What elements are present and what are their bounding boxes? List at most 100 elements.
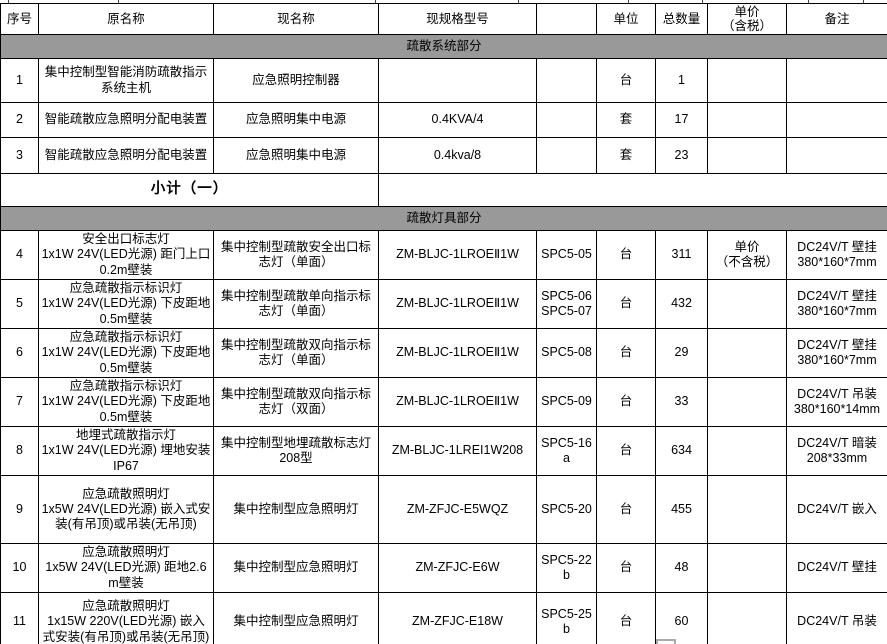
cell-spec-code	[536, 102, 597, 138]
top-edge-ticks	[0, 0, 887, 3]
cell-qty: 33	[655, 377, 708, 427]
cell-unit: 台	[596, 543, 656, 593]
cell-spec-model: ZM-ZFJC-E5WQZ	[378, 475, 537, 544]
header-total-qty: 总数量	[655, 3, 708, 35]
cell-cur-name: 集中控制型应急照明灯	[213, 592, 379, 644]
cell-cur-name: 应急照明集中电源	[213, 137, 379, 174]
subtotal-row: 小计（一）	[0, 173, 887, 207]
cell-seq: 5	[0, 279, 39, 329]
cell-seq: 8	[0, 426, 39, 476]
cell-remark: DC24V/T 嵌入	[786, 475, 887, 544]
cell-qty: 23	[655, 137, 708, 174]
header-unit-price: 单价 （含税）	[707, 3, 787, 35]
cell-unit-price	[707, 543, 787, 593]
cell-spec-code: SPC5-09	[536, 377, 597, 427]
cell-spec-model: ZM-BLJC-1LROEⅡ1W	[378, 377, 537, 427]
cell-unit: 台	[596, 426, 656, 476]
header-cur-name: 现名称	[213, 3, 379, 35]
cell-remark	[786, 58, 887, 103]
header-orig-name: 原名称	[38, 3, 214, 35]
cell-unit-price	[707, 137, 787, 174]
cell-spec-code: SPC5-05	[536, 230, 597, 280]
cell-qty: 432	[655, 279, 708, 329]
table-row: 2 智能疏散应急照明分配电装置 应急照明集中电源 0.4KVA/4 套 17	[0, 102, 887, 138]
cell-orig-name: 应急疏散指示标识灯 1x1W 24V(LED光源) 下皮距地0.5m壁装	[38, 328, 214, 378]
cell-qty: 60	[655, 592, 708, 644]
table-row: 5 应急疏散指示标识灯 1x1W 24V(LED光源) 下皮距地0.5m壁装 集…	[0, 279, 887, 329]
cell-spec-model: ZM-BLJC-1LREI1W208	[378, 426, 537, 476]
cell-unit-price	[707, 592, 787, 644]
cell-remark: DC24V/T 壁挂	[786, 543, 887, 593]
cell-spec-model: ZM-BLJC-1LROEⅡ1W	[378, 230, 537, 280]
cell-spec-code: SPC5-22b	[536, 543, 597, 593]
cell-orig-name: 应急疏散指示标识灯 1x1W 24V(LED光源) 下皮距地0.5m壁装	[38, 377, 214, 427]
cell-remark: DC24V/T 壁挂 380*160*7mm	[786, 279, 887, 329]
cell-unit-price	[707, 377, 787, 427]
cell-cur-name: 应急照明集中电源	[213, 102, 379, 138]
cell-unit: 套	[596, 137, 656, 174]
table-row: 9 应急疏散照明灯 1x5W 24V(LED光源) 嵌入式安装(有吊顶)或吊装(…	[0, 475, 887, 544]
cell-orig-name: 智能疏散应急照明分配电装置	[38, 102, 214, 138]
cell-cur-name: 应急照明控制器	[213, 58, 379, 103]
cell-spec-model: ZM-BLJC-1LROEⅡ1W	[378, 279, 537, 329]
table-row: 4 安全出口标志灯 1x1W 24V(LED光源) 距门上口0.2m壁装 集中控…	[0, 230, 887, 280]
cell-remark	[786, 102, 887, 138]
cell-spec-model: ZM-ZFJC-E6W	[378, 543, 537, 593]
cell-orig-name: 应急疏散照明灯 1x5W 24V(LED光源) 距地2.6m壁装	[38, 543, 214, 593]
cell-qty: 29	[655, 328, 708, 378]
cell-seq: 3	[0, 137, 39, 174]
section-row-evac-lamps: 疏散灯具部分	[0, 206, 887, 231]
cell-seq: 9	[0, 475, 39, 544]
cell-remark: DC24V/T 暗装 208*33mm	[786, 426, 887, 476]
table-row: 3 智能疏散应急照明分配电装置 应急照明集中电源 0.4kva/8 套 23	[0, 137, 887, 174]
cell-spec-model: 0.4kva/8	[378, 137, 537, 174]
cell-spec-code: SPC5-08	[536, 328, 597, 378]
cell-cur-name: 集中控制型地埋疏散标志灯 208型	[213, 426, 379, 476]
cell-remark: DC24V/T 壁挂 380*160*7mm	[786, 230, 887, 280]
cell-spec-model: ZM-ZFJC-E18W	[378, 592, 537, 644]
cell-unit-price	[707, 102, 787, 138]
table-row: 1 集中控制型智能消防疏散指示系统主机 应急照明控制器 台 1	[0, 58, 887, 103]
cell-unit: 台	[596, 592, 656, 644]
cell-cur-name: 集中控制型应急照明灯	[213, 475, 379, 544]
cell-unit: 台	[596, 328, 656, 378]
cell-seq: 7	[0, 377, 39, 427]
cell-unit-price	[707, 426, 787, 476]
cell-spec-code: SPC5-16a	[536, 426, 597, 476]
cell-unit-price: 单价 （不含税）	[707, 230, 787, 280]
cell-spec-code	[536, 58, 597, 103]
cell-unit-price	[707, 328, 787, 378]
header-remark: 备注	[786, 3, 887, 35]
cell-orig-name: 应急疏散照明灯 1x5W 24V(LED光源) 嵌入式安装(有吊顶)或吊装(无吊…	[38, 475, 214, 544]
cell-unit: 台	[596, 475, 656, 544]
cell-qty: 48	[655, 543, 708, 593]
table-row: 11 应急疏散照明灯 1x15W 220V(LED光源) 嵌入式安装(有吊顶)或…	[0, 592, 887, 644]
cell-spec-model: ZM-BLJC-1LROEⅡ1W	[378, 328, 537, 378]
cell-orig-name: 应急疏散指示标识灯 1x1W 24V(LED光源) 下皮距地0.5m壁装	[38, 279, 214, 329]
cell-cur-name: 集中控制型疏散单向指示标志灯（单面）	[213, 279, 379, 329]
subtotal-label: 小计（一）	[0, 173, 379, 207]
table-row: 6 应急疏散指示标识灯 1x1W 24V(LED光源) 下皮距地0.5m壁装 集…	[0, 328, 887, 378]
clipped-control-box[interactable]	[656, 639, 676, 644]
cell-cur-name: 集中控制型疏散双向指示标志灯（单面）	[213, 328, 379, 378]
section-row-evac-system: 疏散系统部分	[0, 34, 887, 59]
cell-cur-name: 集中控制型疏散安全出口标志灯（单面）	[213, 230, 379, 280]
cell-orig-name: 智能疏散应急照明分配电装置	[38, 137, 214, 174]
cell-unit-price	[707, 475, 787, 544]
cell-spec-code	[536, 137, 597, 174]
cell-spec-model	[378, 58, 537, 103]
cell-spec-code: SPC5-25b	[536, 592, 597, 644]
cell-cur-name: 集中控制型应急照明灯	[213, 543, 379, 593]
cell-seq: 2	[0, 102, 39, 138]
cell-spec-model: 0.4KVA/4	[378, 102, 537, 138]
header-unit: 单位	[596, 3, 656, 35]
cell-qty: 455	[655, 475, 708, 544]
header-row: 序号 原名称 现名称 现规格型号 单位 总数量 单价 （含税） 备注	[0, 3, 887, 35]
subtotal-empty-cell	[378, 173, 887, 207]
header-spec-code	[536, 3, 597, 35]
table-row: 7 应急疏散指示标识灯 1x1W 24V(LED光源) 下皮距地0.5m壁装 集…	[0, 377, 887, 427]
cell-seq: 1	[0, 58, 39, 103]
cell-remark: DC24V/T 吊装 380*160*14mm	[786, 377, 887, 427]
cell-seq: 11	[0, 592, 39, 644]
